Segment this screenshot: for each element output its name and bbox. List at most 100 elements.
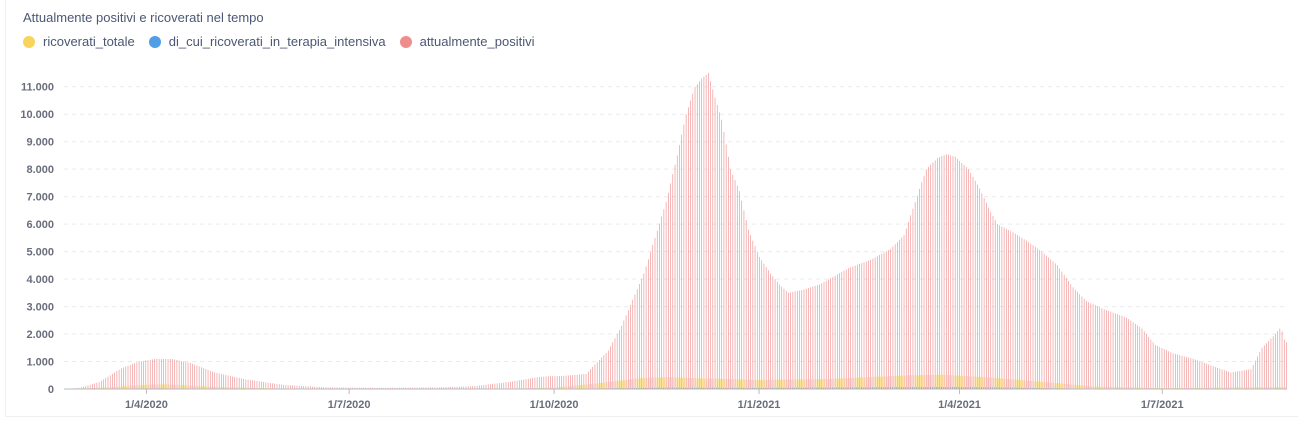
bar-attualmente_positivi — [1099, 307, 1101, 389]
bar-attualmente_positivi — [492, 383, 493, 389]
bar-ricoverati_totale — [170, 384, 172, 389]
bar-ricoverati_totale — [791, 379, 792, 389]
bar-attualmente_positivi — [705, 74, 707, 390]
bar-di_cui_ricoverati_in_terapia_intensiva — [983, 387, 984, 389]
bar-ricoverati_totale — [142, 384, 143, 389]
bar-ricoverati_totale — [1007, 378, 1008, 389]
bar-ricoverati_totale — [164, 384, 165, 389]
x-tick-label: 1/7/2021 — [1141, 399, 1184, 411]
bar-attualmente_positivi — [992, 215, 994, 389]
bar-ricoverati_totale — [880, 376, 881, 389]
bar-attualmente_positivi — [94, 383, 95, 389]
bar-ricoverati_totale — [804, 379, 806, 389]
bar-ricoverati_totale — [906, 375, 908, 389]
bar-attualmente_positivi — [312, 386, 313, 389]
bar-attualmente_positivi — [479, 385, 480, 389]
y-tick-label: 6.000 — [26, 219, 54, 231]
bar-attualmente_positivi — [734, 180, 736, 389]
bar-di_cui_ricoverati_in_terapia_intensiva — [731, 387, 733, 389]
bar-di_cui_ricoverati_in_terapia_intensiva — [838, 387, 840, 389]
bar-attualmente_positivi — [472, 386, 473, 389]
bar-di_cui_ricoverati_in_terapia_intensiva — [851, 387, 853, 389]
bar-di_cui_ricoverati_in_terapia_intensiva — [667, 387, 669, 389]
bar-di_cui_ricoverati_in_terapia_intensiva — [803, 387, 804, 389]
bar-ricoverati_totale — [1055, 383, 1057, 389]
bar-di_cui_ricoverati_in_terapia_intensiva — [885, 387, 886, 389]
bar-ricoverati_totale — [953, 375, 955, 389]
bar-di_cui_ricoverati_in_terapia_intensiva — [1038, 387, 1040, 389]
bar-ricoverati_totale — [860, 377, 861, 389]
bar-attualmente_positivi — [436, 387, 438, 389]
bar-attualmente_positivi — [1083, 298, 1085, 389]
bar-attualmente_positivi — [1057, 265, 1058, 389]
bar-ricoverati_totale — [806, 379, 808, 389]
legend-item-terapia-intensiva[interactable]: di_cui_ricoverati_in_terapia_intensiva — [148, 34, 386, 49]
bar-attualmente_positivi — [1159, 347, 1161, 389]
y-tick-label: 11.000 — [21, 82, 54, 94]
bar-attualmente_positivi — [445, 387, 447, 389]
bar-attualmente_positivi — [612, 342, 614, 389]
bar-di_cui_ricoverati_in_terapia_intensiva — [722, 387, 724, 389]
bar-ricoverati_totale — [215, 386, 217, 389]
bar-ricoverati_totale — [617, 380, 619, 389]
bar-attualmente_positivi — [232, 376, 233, 389]
bar-di_cui_ricoverati_in_terapia_intensiva — [754, 387, 755, 389]
bar-ricoverati_totale — [1262, 387, 1264, 389]
bar-attualmente_positivi — [214, 372, 216, 389]
bar-ricoverati_totale — [1100, 386, 1102, 389]
bar-di_cui_ricoverati_in_terapia_intensiva — [998, 387, 1000, 389]
x-tick-label: 1/4/2021 — [938, 399, 981, 411]
bar-di_cui_ricoverati_in_terapia_intensiva — [645, 387, 646, 389]
bar-attualmente_positivi — [832, 276, 834, 389]
bar-ricoverati_totale — [1202, 387, 1204, 389]
bar-attualmente_positivi — [523, 379, 525, 389]
bar-attualmente_positivi — [236, 377, 238, 389]
bar-di_cui_ricoverati_in_terapia_intensiva — [676, 387, 677, 389]
bar-attualmente_positivi — [525, 379, 527, 389]
bar-di_cui_ricoverati_in_terapia_intensiva — [1007, 387, 1009, 389]
bar-ricoverati_totale — [1222, 387, 1224, 389]
bar-attualmente_positivi — [986, 202, 987, 389]
bar-ricoverati_totale — [544, 387, 546, 389]
bar-ricoverati_totale — [204, 386, 205, 389]
bar-di_cui_ricoverati_in_terapia_intensiva — [843, 387, 844, 389]
x-tick-label: 1/10/2020 — [530, 399, 579, 411]
bar-ricoverati_totale — [1213, 387, 1215, 389]
bar-ricoverati_totale — [179, 385, 181, 389]
bar-di_cui_ricoverati_in_terapia_intensiva — [896, 387, 898, 389]
chart-legend: ricoverati_totale di_cui_ricoverati_in_t… — [23, 34, 535, 49]
bar-attualmente_positivi — [701, 78, 702, 389]
bar-ricoverati_totale — [162, 384, 163, 389]
bar-di_cui_ricoverati_in_terapia_intensiva — [865, 387, 866, 389]
bar-attualmente_positivi — [532, 378, 534, 389]
bar-attualmente_positivi — [852, 266, 854, 389]
y-tick-label: 0 — [48, 384, 54, 396]
legend-item-ricoverati-totale[interactable]: ricoverati_totale — [23, 34, 135, 49]
bar-attualmente_positivi — [659, 223, 660, 389]
bar-di_cui_ricoverati_in_terapia_intensiva — [651, 387, 653, 389]
bar-ricoverati_totale — [150, 384, 152, 389]
bar-attualmente_positivi — [1070, 284, 1072, 389]
bar-di_cui_ricoverati_in_terapia_intensiva — [771, 387, 773, 389]
legend-item-attualmente-positivi[interactable]: attualmente_positivi — [399, 34, 535, 49]
bar-di_cui_ricoverati_in_terapia_intensiva — [845, 387, 846, 389]
y-tick-label: 9.000 — [26, 137, 54, 149]
bar-attualmente_positivi — [925, 169, 927, 389]
bar-attualmente_positivi — [937, 158, 938, 389]
bar-ricoverati_totale — [1276, 387, 1277, 389]
bar-attualmente_positivi — [603, 355, 605, 389]
bar-attualmente_positivi — [1012, 232, 1014, 389]
bar-ricoverati_totale — [1033, 381, 1035, 389]
bar-attualmente_positivi — [581, 374, 582, 389]
bar-attualmente_positivi — [1077, 291, 1078, 389]
bar-ricoverati_totale — [918, 375, 919, 389]
bar-attualmente_positivi — [443, 387, 445, 389]
bar-attualmente_positivi — [1168, 351, 1169, 389]
bar-attualmente_positivi — [843, 270, 845, 389]
y-axis: 0 1.000 2.000 3.000 4.000 5.000 6.000 7.000 8.00… — [20, 82, 54, 396]
bar-ricoverati_totale — [978, 376, 979, 389]
bar-ricoverati_totale — [709, 378, 710, 389]
bar-attualmente_positivi — [696, 83, 698, 389]
bar-ricoverati_totale — [669, 377, 670, 389]
bar-attualmente_positivi — [1179, 355, 1181, 389]
